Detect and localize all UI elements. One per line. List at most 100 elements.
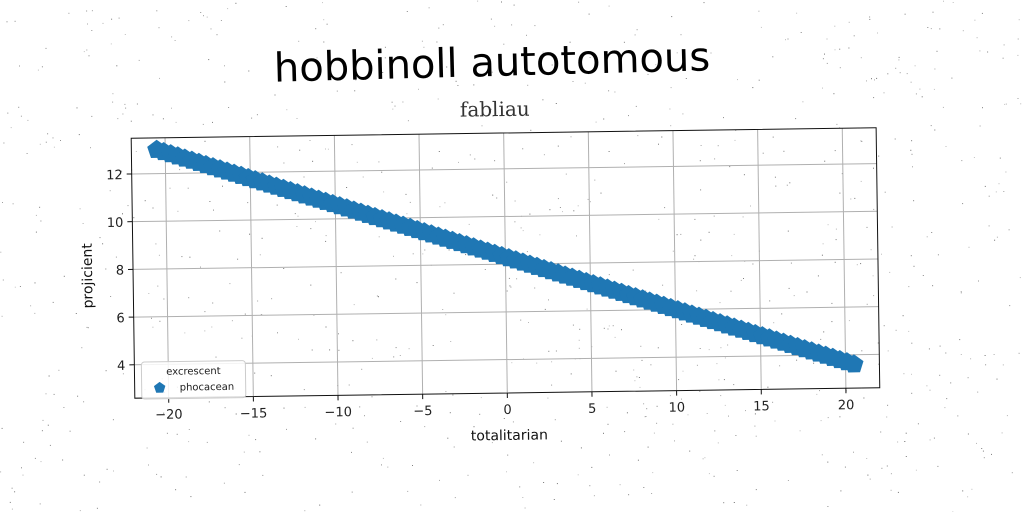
- noise-dot: [929, 389, 931, 391]
- noise-dot: [204, 140, 206, 142]
- noise-dot: [1017, 38, 1019, 40]
- noise-dot: [903, 373, 905, 375]
- noise-dot: [876, 77, 878, 79]
- noise-dot: [212, 302, 214, 304]
- noise-dot: [299, 149, 301, 151]
- noise-dot: [91, 10, 93, 12]
- noise-dot: [527, 84, 529, 86]
- noise-dot: [224, 65, 225, 67]
- noise-dot: [636, 376, 638, 378]
- y-grid-line: [134, 353, 880, 366]
- noise-dot: [383, 191, 385, 193]
- noise-dot: [681, 324, 683, 325]
- noise-dot: [773, 322, 775, 324]
- noise-dot: [720, 395, 722, 397]
- noise-dot: [19, 65, 20, 67]
- noise-dot: [951, 77, 953, 79]
- noise-dot: [364, 415, 365, 417]
- noise-dot: [110, 43, 112, 45]
- noise-dot: [78, 134, 80, 136]
- noise-dot: [322, 2, 323, 4]
- noise-dot: [416, 405, 418, 407]
- noise-dot: [200, 266, 201, 268]
- noise-dot: [501, 1, 502, 3]
- noise-dot: [670, 125, 672, 127]
- noise-dot: [283, 268, 285, 269]
- noise-dot: [522, 148, 524, 150]
- noise-dot: [271, 298, 273, 300]
- noise-dot: [1005, 103, 1007, 105]
- noise-dot: [937, 254, 939, 256]
- noise-dot: [9, 501, 11, 503]
- noise-dot: [447, 437, 449, 439]
- noise-dot: [124, 34, 126, 35]
- x-grid-line: [333, 135, 339, 396]
- noise-dot: [699, 390, 701, 392]
- noise-dot: [822, 243, 824, 245]
- noise-dot: [490, 108, 492, 110]
- x-tick-label: 10: [668, 401, 685, 416]
- noise-dot: [624, 431, 626, 433]
- x-tick-label: −10: [324, 405, 352, 420]
- noise-dot: [557, 145, 559, 147]
- noise-dot: [911, 392, 913, 394]
- noise-dot: [708, 473, 710, 475]
- noise-dot: [122, 373, 124, 375]
- noise-dot: [580, 447, 582, 449]
- noise-dot: [79, 208, 81, 210]
- noise-dot: [824, 53, 825, 55]
- noise-dot: [557, 198, 559, 200]
- noise-dot: [640, 345, 642, 347]
- y-tick-label: 10: [107, 216, 124, 231]
- noise-dot: [400, 421, 402, 422]
- noise-dot: [453, 292, 455, 294]
- noise-dot: [82, 223, 84, 224]
- noise-dot: [960, 291, 962, 292]
- noise-dot: [957, 415, 959, 417]
- noise-dot: [822, 87, 823, 89]
- noise-dot: [1001, 432, 1003, 434]
- noise-dot: [492, 116, 494, 118]
- noise-dot: [939, 28, 941, 30]
- noise-dot: [423, 46, 425, 48]
- noise-dot: [740, 279, 742, 281]
- noise-dot: [572, 324, 574, 326]
- noise-dot: [645, 290, 647, 292]
- noise-dot: [244, 313, 246, 315]
- noise-dot: [407, 490, 409, 492]
- noise-dot: [733, 233, 735, 235]
- noise-dot: [775, 185, 777, 187]
- noise-dot: [406, 213, 408, 215]
- noise-dot: [921, 96, 923, 98]
- noise-dot: [394, 105, 396, 107]
- noise-dot: [944, 407, 946, 409]
- noise-dot: [163, 412, 165, 414]
- noise-dot: [878, 155, 880, 157]
- x-grid-line: [672, 130, 678, 391]
- noise-dot: [945, 352, 947, 354]
- noise-dot: [643, 487, 645, 488]
- noise-dot: [506, 181, 508, 183]
- noise-dot: [48, 375, 50, 377]
- noise-dot: [224, 407, 226, 409]
- noise-dot: [257, 300, 259, 302]
- noise-dot: [861, 140, 863, 142]
- noise-dot: [251, 117, 253, 119]
- noise-dot: [473, 84, 475, 86]
- noise-dot: [906, 73, 908, 75]
- noise-dot: [607, 70, 609, 72]
- noise-dot: [171, 107, 172, 109]
- noise-dot: [355, 79, 357, 81]
- noise-dot: [127, 205, 129, 207]
- noise-dot: [839, 67, 841, 69]
- noise-dot: [395, 347, 397, 349]
- noise-dot: [817, 275, 819, 277]
- noise-dot: [979, 125, 981, 127]
- noise-dot: [929, 439, 931, 441]
- noise-dot: [560, 440, 562, 442]
- noise-dot: [981, 448, 983, 449]
- noise-dot: [474, 158, 476, 160]
- noise-dot: [484, 269, 486, 270]
- noise-dot: [848, 21, 850, 23]
- noise-dot: [551, 384, 553, 386]
